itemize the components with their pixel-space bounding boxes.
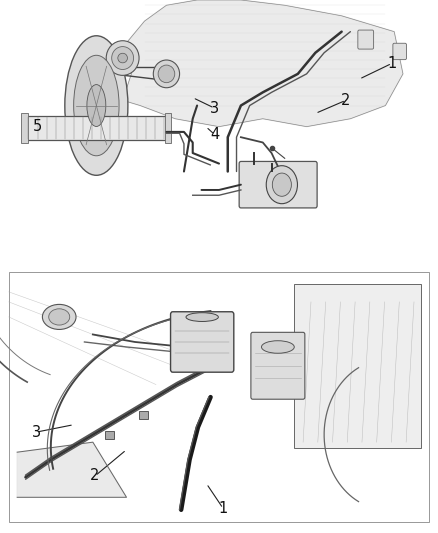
Text: 3: 3 bbox=[210, 101, 219, 116]
Ellipse shape bbox=[158, 65, 175, 83]
FancyBboxPatch shape bbox=[393, 43, 406, 60]
Ellipse shape bbox=[65, 36, 128, 175]
FancyBboxPatch shape bbox=[26, 116, 167, 140]
FancyBboxPatch shape bbox=[294, 284, 421, 448]
FancyBboxPatch shape bbox=[251, 333, 305, 399]
FancyBboxPatch shape bbox=[239, 161, 317, 208]
Text: 2: 2 bbox=[341, 93, 351, 108]
Ellipse shape bbox=[153, 60, 180, 88]
Ellipse shape bbox=[118, 53, 127, 63]
Ellipse shape bbox=[87, 85, 106, 126]
Text: 4: 4 bbox=[210, 127, 219, 142]
Bar bbox=[0, 0, 438, 264]
Bar bbox=[9, 272, 429, 522]
Ellipse shape bbox=[106, 41, 139, 75]
Text: 1: 1 bbox=[387, 56, 397, 71]
Text: 5: 5 bbox=[32, 119, 42, 134]
FancyBboxPatch shape bbox=[165, 113, 171, 143]
Text: 3: 3 bbox=[32, 425, 41, 440]
Ellipse shape bbox=[42, 304, 76, 329]
Ellipse shape bbox=[112, 46, 134, 69]
Ellipse shape bbox=[266, 166, 297, 204]
Text: 1: 1 bbox=[219, 501, 228, 516]
FancyBboxPatch shape bbox=[105, 432, 114, 439]
Polygon shape bbox=[17, 442, 127, 497]
Text: 2: 2 bbox=[90, 469, 100, 483]
Ellipse shape bbox=[186, 313, 219, 321]
FancyBboxPatch shape bbox=[170, 312, 234, 372]
FancyBboxPatch shape bbox=[21, 113, 28, 143]
Ellipse shape bbox=[74, 55, 119, 156]
FancyBboxPatch shape bbox=[358, 30, 374, 49]
Ellipse shape bbox=[261, 341, 294, 353]
Polygon shape bbox=[123, 0, 403, 127]
Ellipse shape bbox=[272, 173, 291, 196]
Ellipse shape bbox=[49, 309, 70, 325]
FancyBboxPatch shape bbox=[139, 411, 148, 419]
